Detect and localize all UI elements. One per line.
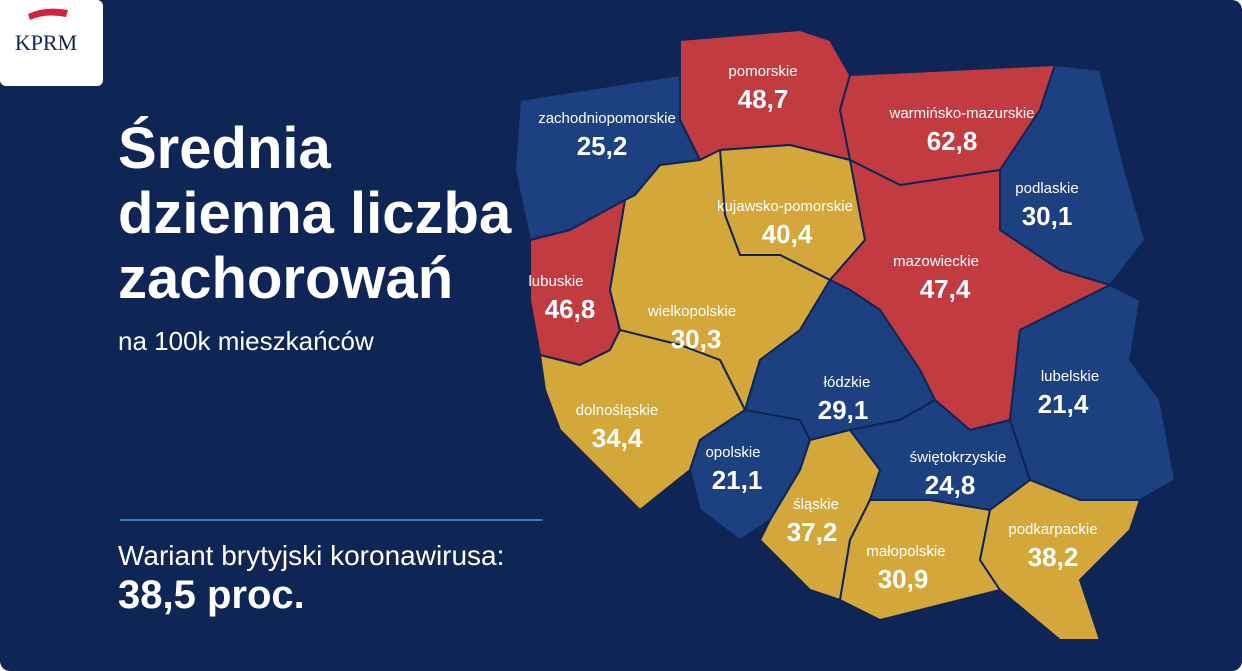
- region-name: dolnośląskie: [576, 402, 659, 419]
- subtitle: na 100k mieszkańców: [118, 326, 374, 356]
- region-value: 47,4: [920, 274, 971, 304]
- region-value: 48,7: [738, 84, 789, 114]
- logo-box: [0, 0, 103, 86]
- region-name: kujawsko-pomorskie: [717, 198, 853, 215]
- region-name: zachodniopomorskie: [538, 110, 676, 127]
- logo-text: KPRM: [15, 30, 77, 55]
- region: [979, 479, 1141, 641]
- region-labels: pomorskie 48,7 zachodniopomorskie 25,2 w…: [528, 63, 1099, 594]
- region-name: podkarpackie: [1008, 521, 1097, 538]
- region-name: pomorskie: [728, 63, 797, 80]
- region-name: wielkopolskie: [647, 303, 736, 320]
- region-name: świętokrzyskie: [910, 449, 1007, 466]
- region-value: 37,2: [787, 517, 838, 547]
- variant-value: 38,5 proc.: [118, 573, 305, 617]
- region-value: 62,8: [927, 126, 978, 156]
- region-name: małopolskie: [866, 543, 945, 560]
- region-value: 46,8: [545, 294, 596, 324]
- region-value: 25,2: [577, 131, 628, 161]
- variant-label: Wariant brytyjski koronawirusa:: [118, 540, 504, 571]
- map: [514, 29, 1176, 641]
- region-value: 40,4: [762, 219, 813, 249]
- region-name: podlaskie: [1015, 180, 1078, 197]
- region-value: 21,4: [1038, 389, 1089, 419]
- region-value: 29,1: [818, 395, 869, 425]
- region-value: 24,8: [925, 470, 976, 500]
- title-line: zachorowań: [118, 246, 453, 311]
- region-name: łódzkie: [824, 374, 871, 391]
- logo-flag: [28, 8, 68, 20]
- region-value: 34,4: [592, 423, 643, 453]
- region-value: 30,3: [671, 324, 722, 354]
- region: [1009, 284, 1176, 501]
- region-name: mazowieckie: [893, 253, 979, 270]
- region-value: 30,9: [878, 564, 929, 594]
- title-line: dzienna liczba: [118, 181, 512, 246]
- region-value: 30,1: [1022, 201, 1073, 231]
- region-name: śląskie: [793, 496, 839, 513]
- title-line: Średnia: [118, 116, 331, 181]
- region-name: warmińsko-mazurskie: [888, 105, 1034, 122]
- region-name: opolskie: [705, 444, 760, 461]
- region: [839, 499, 1001, 621]
- region-value: 38,2: [1028, 542, 1079, 572]
- region-name: lubelskie: [1041, 368, 1099, 385]
- region-value: 21,1: [712, 465, 763, 495]
- region-name: lubuskie: [528, 273, 583, 290]
